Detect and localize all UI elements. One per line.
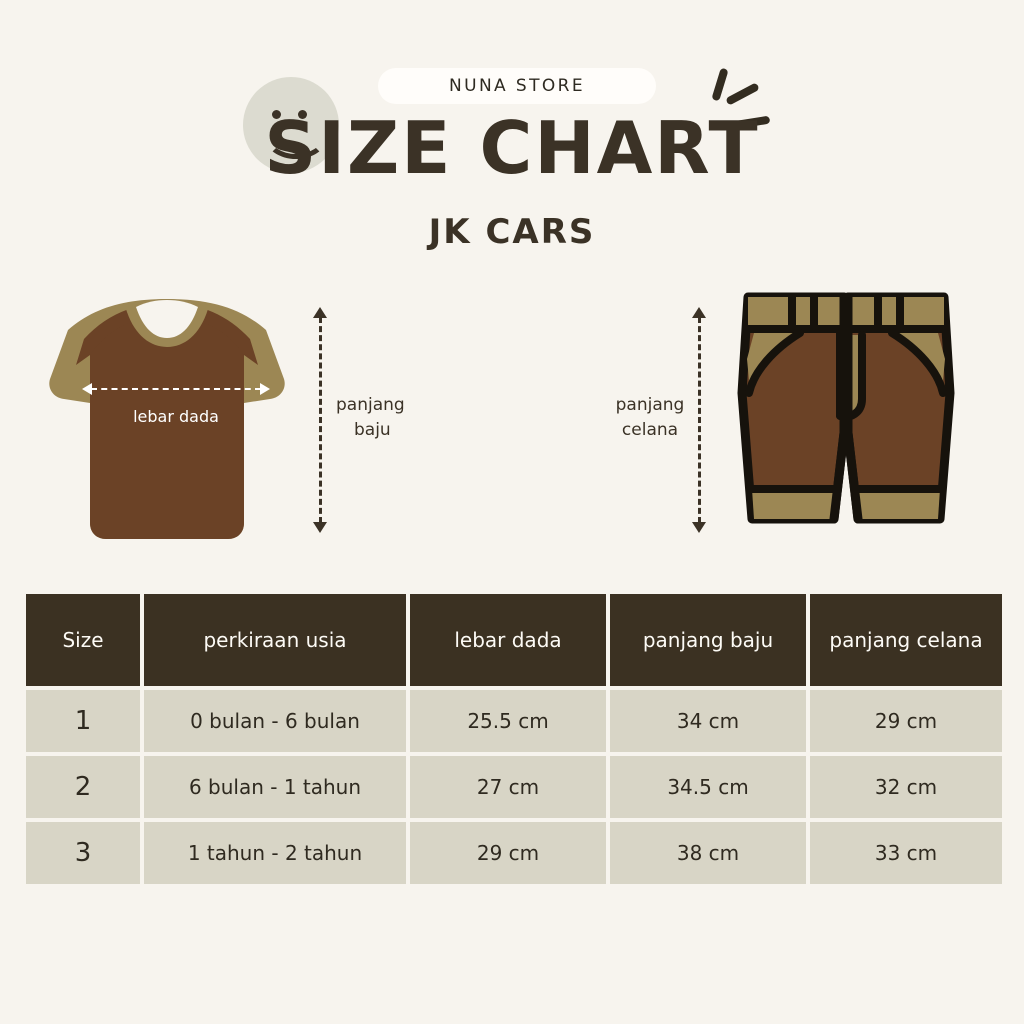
table-header-panjang-baju: panjang baju xyxy=(610,594,806,686)
smiley-face-icon xyxy=(243,77,339,173)
cell-lebar-dada: 25.5 cm xyxy=(410,690,606,752)
cell-panjang-baju: 34.5 cm xyxy=(610,756,806,818)
cell-panjang-baju: 38 cm xyxy=(610,822,806,884)
chest-arrow-left xyxy=(82,383,92,395)
page-header: NUNA STORE SIZE CHART JK CARS xyxy=(0,0,1024,270)
chest-arrow-right xyxy=(260,383,270,395)
pants-length-arrow-up xyxy=(692,307,706,318)
shirt-length-label-line1: panjang xyxy=(336,395,405,415)
cell-usia: 6 bulan - 1 tahun xyxy=(144,756,406,818)
cell-size: 1 xyxy=(26,690,140,752)
shirt-length-arrow-down xyxy=(313,522,327,533)
brand-badge: NUNA STORE xyxy=(378,68,656,104)
table-row: 1 0 bulan - 6 bulan 25.5 cm 34 cm 29 cm xyxy=(26,690,1002,752)
smiley-mouth xyxy=(265,115,327,159)
page-title: SIZE CHART xyxy=(264,106,760,190)
pants-length-arrow xyxy=(692,307,706,533)
garment-illustrations: lebar dada panjang baju panjang celana xyxy=(0,275,1024,565)
cell-panjang-baju: 34 cm xyxy=(610,690,806,752)
chest-arrow-line xyxy=(91,388,261,390)
table-row: 2 6 bulan - 1 tahun 27 cm 34.5 cm 32 cm xyxy=(26,756,1002,818)
chest-width-label: lebar dada xyxy=(133,407,219,426)
shorts-icon xyxy=(737,292,955,524)
shirt-length-arrow-up xyxy=(313,307,327,318)
cell-usia: 1 tahun - 2 tahun xyxy=(144,822,406,884)
pants-length-label: panjang celana xyxy=(600,393,700,442)
sparkle-ray-2 xyxy=(725,82,760,106)
tshirt-icon xyxy=(49,299,285,539)
table-header-lebar-dada: lebar dada xyxy=(410,594,606,686)
cell-panjang-celana: 33 cm xyxy=(810,822,1002,884)
cell-lebar-dada: 27 cm xyxy=(410,756,606,818)
pants-length-label-line2: celana xyxy=(621,419,679,440)
table-header-row: Size perkiraan usia lebar dada panjang b… xyxy=(26,594,1002,686)
smiley-eye-left xyxy=(272,110,281,119)
table-row: 3 1 tahun - 2 tahun 29 cm 38 cm 33 cm xyxy=(26,822,1002,884)
shirt-length-label: panjang baju xyxy=(336,393,436,442)
table-header-panjang-celana: panjang celana xyxy=(810,594,1002,686)
cell-lebar-dada: 29 cm xyxy=(410,822,606,884)
pants-length-arrow-line xyxy=(698,317,701,523)
shirt-length-label-line2: baju xyxy=(354,419,391,440)
page-subtitle: JK CARS xyxy=(428,212,596,252)
sparkle-ray-1 xyxy=(711,67,729,102)
cell-size: 3 xyxy=(26,822,140,884)
pants-length-arrow-down xyxy=(692,522,706,533)
shirt-length-arrow-line xyxy=(319,317,322,523)
cell-usia: 0 bulan - 6 bulan xyxy=(144,690,406,752)
brand-name: NUNA STORE xyxy=(448,76,586,96)
chest-width-arrow xyxy=(82,383,270,395)
pants-length-label-line1: panjang xyxy=(615,395,685,415)
cell-size: 2 xyxy=(26,756,140,818)
cell-panjang-celana: 29 cm xyxy=(810,690,1002,752)
smiley-eye-right xyxy=(298,110,307,119)
cell-panjang-celana: 32 cm xyxy=(810,756,1002,818)
shirt-length-arrow xyxy=(313,307,327,533)
size-chart-table: Size perkiraan usia lebar dada panjang b… xyxy=(26,594,1002,888)
table-header-size: Size xyxy=(26,594,140,686)
table-header-usia: perkiraan usia xyxy=(144,594,406,686)
